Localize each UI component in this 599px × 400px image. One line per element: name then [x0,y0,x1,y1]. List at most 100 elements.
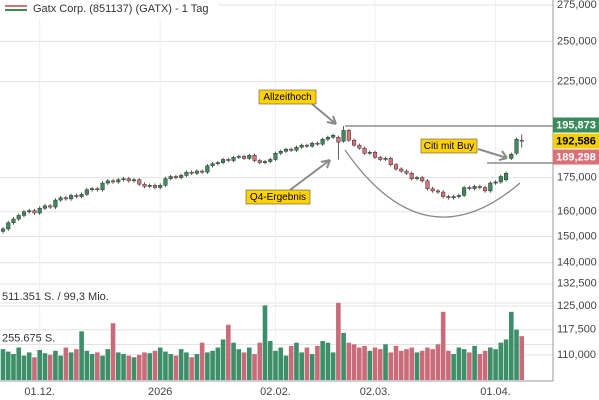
y-tick-label: 175,000 [557,171,597,183]
x-tick-label: 01.12. [24,386,55,398]
candle-body [362,147,367,154]
candle-body [346,130,351,141]
volume-bar [220,339,226,380]
candle-body [483,187,488,192]
volume-bar [294,342,299,380]
candle-body [388,158,393,165]
candle-body [336,136,341,143]
candles [0,126,524,234]
candle-body [273,153,278,160]
volume-bar [168,354,173,380]
volume-bar [178,349,184,380]
chart-title: Gatx Corp. (851137) (GATX) - 1 Tag [33,3,208,15]
candle-body [126,178,131,182]
volume-bar [42,353,48,380]
volume-bar [5,351,11,380]
volume-bar [419,350,425,380]
volume-bar [414,352,420,380]
candle-body [383,158,388,160]
candle-body [205,165,210,173]
candle-body [498,176,503,183]
candle-body [58,197,63,201]
candle-body [247,155,252,159]
x-tick-label: 02.02. [260,386,291,398]
candle-body [179,175,184,178]
candle-body [184,171,189,176]
candle-body [262,161,268,163]
candle-body [32,210,37,214]
candle-body [446,196,451,198]
candle-body [488,182,493,192]
volume-bar [472,345,477,380]
candle-body [152,185,158,188]
candle-body [95,188,100,191]
candle-body [299,144,304,148]
candle-body [48,205,53,208]
volume-bar [74,349,79,380]
candle-body [42,205,47,209]
volume-bar [11,354,16,380]
volume-bar [163,351,168,380]
volume-bar [26,352,32,380]
volume-bar [100,355,105,380]
candle-body [210,163,215,167]
candle-body [6,222,11,230]
volume-bar [236,349,242,380]
candle-body [21,211,27,216]
volume-bar [461,349,467,380]
price-label: 192,586 [556,135,596,147]
annotation-text: Q4-Ergebnis [250,192,306,203]
y-tick-label: 150,000 [557,230,597,242]
candle-body [472,186,477,189]
candle-body [236,156,241,158]
volume-bar [53,350,58,380]
candle-body [163,178,168,186]
volume-bar [372,347,378,380]
volume-bar [336,302,341,380]
volume-bar [142,352,147,380]
volume-bar [121,354,126,380]
volume-bar [147,353,153,380]
volume-bar [184,352,189,380]
volume-bar [205,352,210,380]
y-tick-label: 225,000 [557,76,597,88]
volume-bar [199,342,205,380]
volume-bar [257,342,263,380]
volume-bar [136,354,142,380]
y-tick-label: 250,000 [557,35,597,47]
volume-bar [456,347,462,380]
volume-bar [493,349,498,380]
volume-bar [278,347,284,380]
volume-bar [231,342,236,380]
volume-bar [451,354,456,380]
price-label: 195,873 [556,119,596,131]
volume-bar [68,352,74,380]
volume-bar [425,347,430,380]
volume-bar [503,339,509,380]
volume-bar [252,354,257,380]
candle-body [414,177,420,179]
candle-body [430,188,435,192]
labels: 511.351 S. / 99,3 Mio. 255.675 S. 01.12. 20… [2,117,599,398]
candle-body [189,171,194,174]
candle-body [158,185,163,188]
candle-body [11,218,16,223]
candle-body [325,136,330,140]
annotation: Citi mit Buy [420,138,478,154]
candle-body [116,179,121,183]
volume-bar [346,342,352,380]
volume-bar [477,354,483,380]
candle-body [509,154,514,159]
arrow [289,159,331,191]
price-label-box [553,133,599,149]
volume-bar [110,323,116,380]
volume-bar [508,311,514,380]
candle-body [278,150,283,154]
volume-bar [63,347,69,380]
volume-bar [58,355,63,380]
annotation-text: Citi mit Buy [424,141,475,152]
price-label: 189,298 [556,151,596,163]
volume-bar [320,341,325,380]
volume-bar [105,349,111,380]
volume-bar [273,350,278,380]
